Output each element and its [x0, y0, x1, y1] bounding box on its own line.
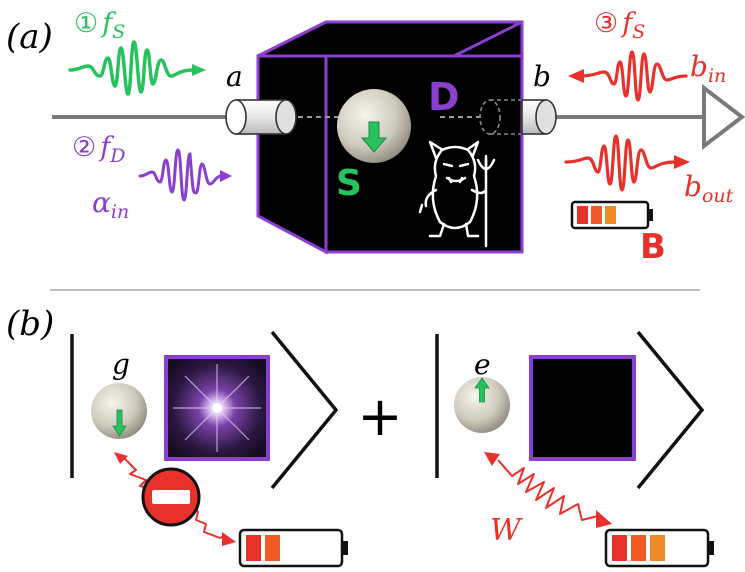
alpha-in-label: αin: [92, 186, 129, 223]
output-arrow-head: [702, 83, 745, 151]
excited-state-ball-icon: [454, 377, 510, 433]
system-label-s: S: [336, 163, 362, 204]
pulse-2-wavepacket: [138, 148, 224, 202]
work-arrow-down: [596, 510, 612, 528]
pulse-3-label: ③ fS: [594, 8, 645, 43]
port-b-label: b: [533, 60, 551, 93]
blocked-squiggle: [123, 457, 225, 539]
battery-small-icon: [570, 200, 653, 230]
coupler-b-icon: [440, 99, 557, 135]
b-out-label: bout: [684, 170, 734, 207]
pulse-2-label: ② fD: [72, 132, 125, 167]
panel-a-label: (a): [6, 17, 53, 57]
ground-state-ball-icon: [91, 383, 147, 439]
pulse-1-label: ① fS: [74, 8, 125, 43]
qubit-ball-icon: [337, 89, 411, 163]
glowing-cavity-icon: [164, 355, 270, 461]
ket-1-angle: [270, 330, 339, 490]
battery-charged-icon: [604, 528, 714, 568]
work-arrow-up: [484, 452, 500, 466]
pulse-1-arrow: [192, 64, 206, 76]
coupler-a-icon: [225, 99, 340, 135]
blocked-arrow-down: [222, 532, 236, 546]
plus-sign: +: [357, 385, 402, 448]
b-in-label: bin: [690, 50, 726, 87]
panel-a: (a): [6, 8, 745, 267]
work-label-w: W: [490, 513, 523, 548]
state-g-label: g: [112, 348, 130, 381]
battery-low-icon: [238, 528, 348, 568]
dark-cavity-icon: [529, 355, 636, 461]
ket-2-angle: [636, 330, 705, 490]
b-in-arrow: [568, 69, 584, 83]
pulse-1-wavepacket: [68, 40, 196, 96]
b-in-wavepacket: [578, 50, 688, 102]
battery-label-b: B: [640, 227, 666, 267]
blocked-arrow-up: [114, 452, 128, 464]
panel-b-label: (b): [6, 304, 54, 344]
b-out-wavepacket: [564, 134, 678, 192]
demon-icon: [418, 140, 496, 248]
work-squiggle: [497, 459, 599, 521]
b-out-arrow: [674, 155, 690, 169]
port-a-label: a: [226, 60, 243, 93]
box-label-d: D: [428, 75, 460, 119]
pulse-2-arrow: [220, 170, 232, 182]
panel-b: (b) g: [6, 304, 714, 568]
state-e-label: e: [474, 348, 491, 381]
no-entry-icon: [141, 467, 201, 527]
